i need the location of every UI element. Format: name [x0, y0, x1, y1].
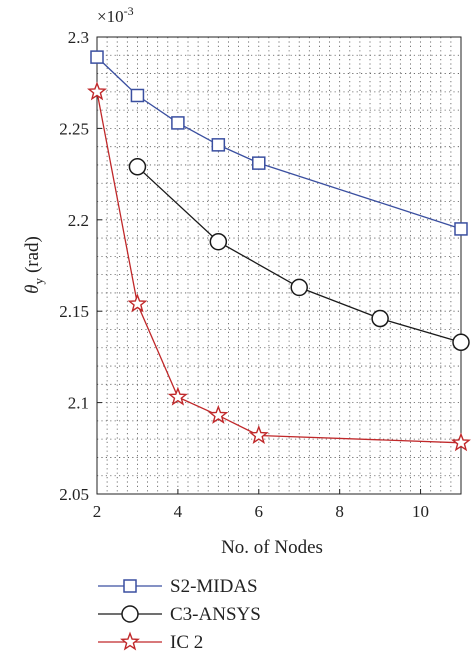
data-point	[371, 309, 389, 328]
series-ic-2	[87, 81, 471, 452]
x-axis: 2 4 6 8 10	[93, 489, 429, 521]
data-point	[248, 425, 269, 444]
legend-item: IC 2	[98, 631, 203, 653]
y-tick-label: 2.2	[68, 211, 89, 230]
y-axis-label: θy (rad)	[22, 236, 46, 294]
legend-label: C3-ANSYS	[170, 604, 261, 625]
y-tick-label: 2.1	[68, 394, 89, 413]
y-axis-symbol: θ	[22, 285, 43, 294]
data-point	[252, 156, 266, 170]
data-point	[130, 88, 145, 103]
data-point	[127, 293, 148, 313]
data-point	[167, 386, 188, 406]
data-point	[451, 432, 471, 452]
x-axis-label: No. of Nodes	[221, 537, 323, 558]
series-c3-ansys	[128, 158, 470, 352]
y-tick-label: 2.25	[59, 119, 89, 138]
legend-marker	[121, 605, 139, 623]
legend-marker	[123, 579, 137, 593]
legend-item: S2-MIDAS	[98, 576, 258, 597]
legend: S2-MIDAS C3-ANSYS IC 2	[98, 576, 261, 653]
series-layer	[87, 50, 471, 452]
data-point	[209, 232, 228, 251]
data-point	[90, 50, 104, 64]
series-line	[136, 166, 462, 343]
legend-label: S2-MIDAS	[170, 576, 258, 597]
y-scale-note: ×10-3	[97, 4, 134, 26]
data-point	[171, 116, 185, 130]
x-tick-label: 10	[412, 502, 429, 521]
data-point	[290, 278, 308, 297]
series-line	[96, 91, 462, 444]
y-tick-label: 2.15	[59, 302, 89, 321]
data-point	[452, 333, 470, 352]
data-point	[208, 404, 229, 424]
y-scale-exponent: -3	[124, 4, 134, 18]
legend-item: C3-ANSYS	[98, 604, 261, 625]
x-tick-label: 2	[93, 502, 102, 521]
plot-frame	[96, 36, 462, 495]
y-scale-base: ×10	[97, 7, 124, 26]
series-s2-midas	[90, 50, 468, 236]
data-point	[87, 81, 107, 101]
series-line	[96, 56, 462, 230]
data-point	[128, 158, 147, 176]
y-axis: 2.05 2.1 2.15 2.2 2.25 2.3	[59, 28, 102, 504]
x-tick-label: 4	[174, 502, 183, 521]
data-point	[211, 138, 226, 152]
legend-marker	[120, 631, 140, 651]
y-tick-label: 2.05	[59, 485, 89, 504]
x-tick-label: 6	[255, 502, 264, 521]
y-axis-subscript: y	[31, 278, 46, 285]
data-point	[454, 222, 468, 236]
y-tick-label: 2.3	[68, 28, 89, 47]
x-tick-label: 8	[335, 502, 344, 521]
legend-label: IC 2	[170, 632, 203, 653]
y-axis-unit: (rad)	[22, 236, 43, 273]
